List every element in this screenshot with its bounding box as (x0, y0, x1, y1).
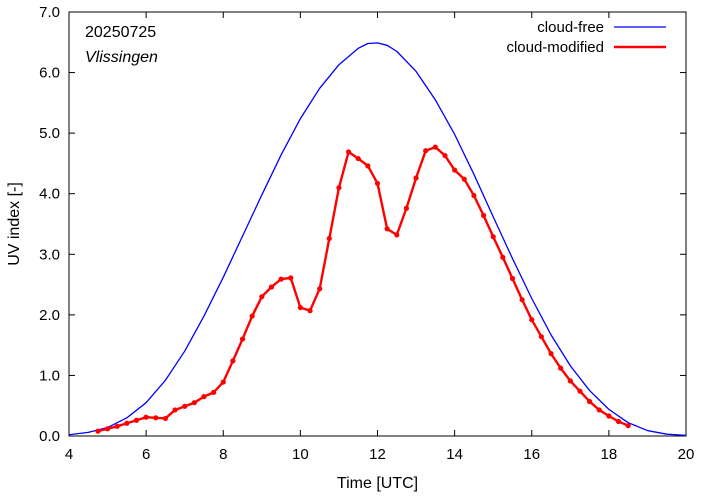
data-point-cloud-modified (586, 398, 593, 405)
data-point-cloud-modified (519, 297, 525, 303)
data-point-cloud-modified (394, 232, 400, 238)
data-point-cloud-modified (191, 400, 197, 406)
x-tick-label: 6 (142, 446, 150, 463)
data-point-cloud-modified (577, 388, 583, 394)
data-point-cloud-modified (558, 365, 564, 371)
y-tick-label: 7.0 (39, 4, 60, 21)
data-point-cloud-modified (326, 235, 332, 242)
data-point-cloud-modified (432, 144, 438, 150)
data-point-cloud-modified (345, 149, 352, 155)
data-point-cloud-modified (317, 286, 323, 292)
data-point-cloud-modified (182, 403, 188, 409)
x-tick-label: 4 (65, 446, 73, 463)
data-point-cloud-modified (211, 389, 217, 395)
x-tick-label: 10 (292, 446, 309, 463)
y-tick-label: 6.0 (39, 65, 60, 82)
x-axis-label: Time [UTC] (337, 475, 418, 492)
data-point-cloud-modified (172, 407, 178, 413)
data-point-cloud-modified (365, 163, 371, 169)
data-point-cloud-modified (471, 192, 477, 199)
data-point-cloud-modified (307, 308, 313, 314)
y-tick-label: 5.0 (39, 125, 60, 142)
data-point-cloud-modified (239, 336, 246, 342)
legend-label-cloud-free: cloud-free (537, 19, 604, 36)
data-point-cloud-modified (153, 415, 159, 421)
data-point-cloud-modified (201, 394, 207, 400)
data-point-cloud-modified (403, 205, 410, 211)
data-point-cloud-modified (297, 304, 303, 311)
data-point-cloud-modified (104, 426, 111, 432)
data-point-cloud-modified (230, 358, 236, 364)
y-axis-label: UV index [-] (6, 182, 23, 266)
axis-ticks (68, 11, 687, 437)
y-tick-label: 3.0 (39, 246, 60, 263)
data-point-cloud-modified (336, 185, 342, 191)
x-tick-label: 20 (678, 446, 695, 463)
data-point-cloud-modified (490, 234, 496, 240)
plot-frame (68, 11, 687, 437)
x-tick-label: 18 (601, 446, 618, 463)
data-point-cloud-modified (442, 152, 448, 159)
data-point-cloud-modified (268, 284, 275, 290)
x-tick-label: 8 (219, 446, 227, 463)
data-point-cloud-modified (162, 415, 169, 422)
y-tick-label: 4.0 (39, 186, 60, 203)
data-point-cloud-modified (374, 180, 381, 187)
x-tick-label: 12 (369, 446, 386, 463)
data-point-cloud-modified (220, 379, 226, 385)
y-tick-label: 1.0 (39, 367, 60, 384)
data-point-cloud-modified (259, 294, 265, 300)
data-point-cloud-modified (529, 317, 535, 323)
data-point-cloud-modified (480, 212, 487, 219)
data-point-cloud-modified (133, 417, 140, 423)
series-layer (68, 42, 687, 437)
data-point-cloud-modified (625, 423, 631, 429)
data-point-cloud-modified (548, 351, 554, 357)
data-point-cloud-modified (538, 334, 544, 340)
x-tick-label: 14 (446, 446, 463, 463)
data-point-cloud-modified (114, 423, 120, 429)
series-line-cloud-free (68, 42, 687, 437)
data-point-cloud-modified (596, 407, 602, 413)
data-point-cloud-modified (413, 175, 419, 181)
data-point-cloud-modified (384, 226, 390, 232)
legend: cloud-free cloud-modified (506, 19, 666, 56)
data-point-cloud-modified (423, 148, 429, 154)
x-tick-label: 16 (523, 446, 540, 463)
data-point-cloud-modified (143, 414, 149, 420)
data-point-cloud-modified (615, 418, 622, 425)
y-tick-label: 2.0 (39, 307, 60, 324)
data-point-cloud-modified (288, 275, 294, 281)
data-point-cloud-modified (249, 313, 255, 319)
data-point-cloud-modified (452, 167, 458, 173)
date-annotation: 20250725 (85, 24, 156, 41)
data-point-cloud-modified (278, 276, 284, 282)
tick-labels: 4 6 8 10 12 14 16 18 20 0.0 1.0 2.0 3.0 4.0 5.0 6.0 7.0 (39, 4, 694, 463)
legend-label-cloud-modified: cloud-modified (506, 39, 604, 56)
data-point-cloud-modified (500, 254, 506, 260)
data-point-cloud-modified (509, 275, 516, 282)
y-tick-label: 0.0 (39, 428, 60, 445)
station-annotation: Vlissingen (85, 49, 158, 66)
data-point-cloud-modified (567, 378, 573, 384)
data-point-cloud-modified (124, 420, 130, 426)
data-point-cloud-modified (95, 428, 101, 434)
series-line-cloud-modified (97, 145, 629, 433)
data-point-cloud-modified (461, 176, 467, 182)
data-point-cloud-modified (606, 413, 612, 419)
data-point-cloud-modified (355, 155, 361, 162)
